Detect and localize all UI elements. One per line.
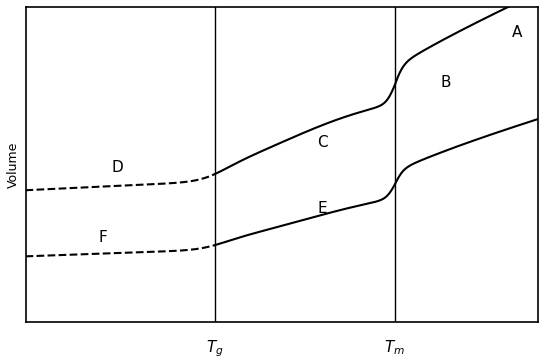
Text: $T_g$: $T_g$: [207, 338, 224, 359]
Text: F: F: [98, 230, 107, 245]
Text: E: E: [318, 201, 328, 216]
Y-axis label: Volume: Volume: [7, 142, 20, 188]
Text: D: D: [112, 161, 124, 175]
Text: $T_m$: $T_m$: [384, 338, 405, 357]
Text: B: B: [440, 75, 451, 90]
Text: C: C: [318, 135, 328, 150]
Text: A: A: [512, 25, 523, 40]
